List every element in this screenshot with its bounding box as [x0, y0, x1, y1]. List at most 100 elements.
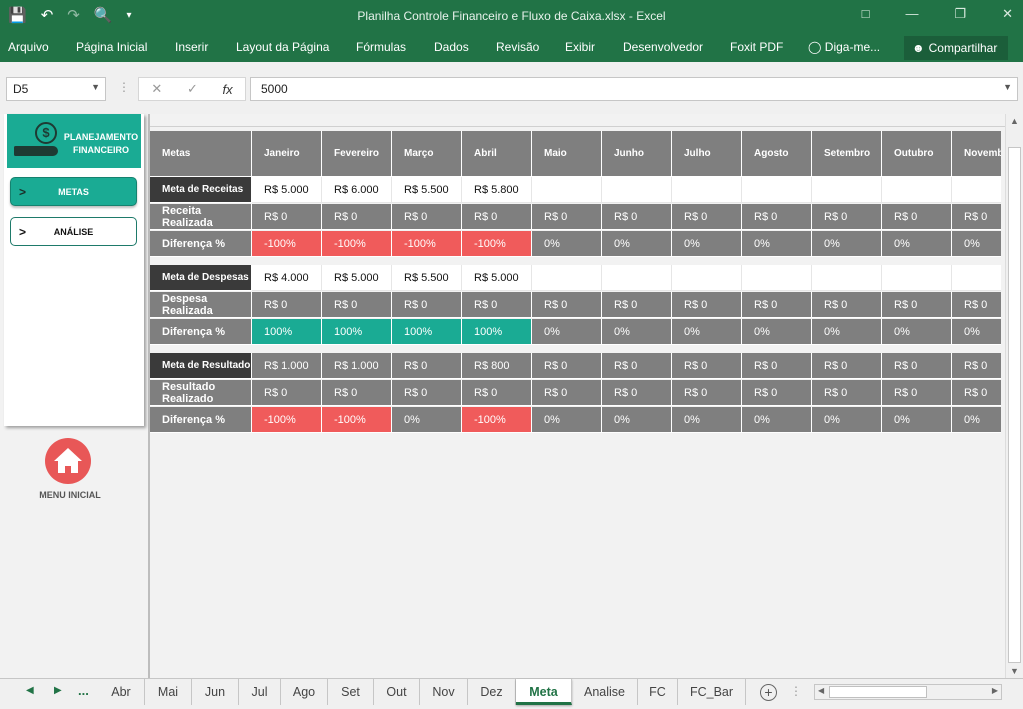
value-cell[interactable]: R$ 0 — [882, 292, 952, 318]
value-cell[interactable]: R$ 0 — [882, 353, 952, 379]
value-cell[interactable]: 0% — [602, 407, 672, 433]
redo-icon[interactable]: ↷ — [67, 7, 80, 24]
print-preview-icon[interactable]: 🔍 — [93, 7, 113, 24]
value-cell[interactable]: R$ 0 — [392, 204, 462, 230]
name-box[interactable]: D5 ▼ — [6, 77, 106, 101]
value-cell[interactable]: R$ 0 — [602, 292, 672, 318]
cancel-icon[interactable]: ✕ — [151, 81, 163, 96]
tab-inserir[interactable]: Inserir — [175, 40, 209, 54]
value-cell[interactable]: 100% — [392, 319, 462, 345]
tab-layout[interactable]: Layout da Página — [236, 40, 330, 54]
value-cell[interactable]: R$ 0 — [742, 353, 812, 379]
value-cell[interactable]: R$ 0 — [742, 380, 812, 406]
tab-foxit-pdf[interactable]: Foxit PDF — [730, 40, 784, 54]
scroll-down-icon[interactable]: ▼ — [1010, 666, 1019, 676]
value-cell[interactable]: 0% — [672, 319, 742, 345]
value-cell[interactable]: R$ 0 — [322, 292, 392, 318]
row-label-cell[interactable]: Meta de Receitas — [150, 177, 252, 203]
value-cell[interactable]: R$ 0 — [602, 204, 672, 230]
value-cell[interactable]: R$ 0 — [392, 380, 462, 406]
value-cell[interactable]: 0% — [882, 407, 952, 433]
value-cell[interactable] — [812, 265, 882, 291]
value-cell[interactable]: R$ 0 — [392, 292, 462, 318]
value-cell[interactable]: R$ 0 — [742, 292, 812, 318]
value-cell[interactable]: R$ 0 — [672, 380, 742, 406]
tab-split-handle-icon[interactable]: ⋮ — [790, 684, 802, 698]
value-cell[interactable] — [952, 265, 1001, 291]
value-cell[interactable]: R$ 0 — [462, 380, 532, 406]
metas-button[interactable]: > METAS — [10, 177, 137, 206]
horizontal-scroll-thumb[interactable] — [829, 686, 927, 698]
value-cell[interactable]: 0% — [742, 231, 812, 257]
value-cell[interactable]: R$ 0 — [462, 292, 532, 318]
value-cell[interactable]: R$ 5.000 — [322, 265, 392, 291]
value-cell[interactable]: R$ 0 — [812, 204, 882, 230]
ribbon-display-icon[interactable]: □ — [861, 6, 870, 21]
value-cell[interactable] — [672, 265, 742, 291]
sheet-tab-jun[interactable]: Jun — [192, 679, 239, 705]
minimize-icon[interactable]: — — [905, 6, 919, 21]
value-cell[interactable]: R$ 4.000 — [252, 265, 322, 291]
tab-revisao[interactable]: Revisão — [496, 40, 540, 54]
value-cell[interactable]: R$ 1.000 — [252, 353, 322, 379]
add-sheet-button[interactable]: + — [760, 684, 777, 701]
header-cell-month[interactable]: Outubro — [882, 131, 952, 177]
value-cell[interactable]: 0% — [812, 319, 882, 345]
close-icon[interactable]: ✕ — [1002, 6, 1013, 21]
vertical-scroll-thumb[interactable] — [1008, 147, 1021, 663]
value-cell[interactable] — [742, 177, 812, 203]
row-label-cell[interactable]: Diferença % — [150, 319, 252, 345]
value-cell[interactable]: R$ 0 — [392, 353, 462, 379]
save-icon[interactable]: 💾 — [8, 7, 27, 24]
tab-dados[interactable]: Dados — [434, 40, 469, 54]
value-cell[interactable]: R$ 5.000 — [462, 265, 532, 291]
value-cell[interactable]: R$ 0 — [532, 204, 602, 230]
sheet-tab-mai[interactable]: Mai — [145, 679, 192, 705]
header-cell-month[interactable]: Novemb — [952, 131, 1001, 177]
chevron-down-icon[interactable]: ▼ — [91, 82, 100, 92]
value-cell[interactable]: 0% — [392, 407, 462, 433]
value-cell[interactable]: R$ 5.500 — [392, 177, 462, 203]
row-label-cell[interactable]: Meta de Despesas — [150, 265, 252, 291]
value-cell[interactable] — [742, 265, 812, 291]
value-cell[interactable] — [672, 177, 742, 203]
value-cell[interactable]: R$ 0 — [672, 353, 742, 379]
value-cell[interactable]: R$ 5.500 — [392, 265, 462, 291]
value-cell[interactable] — [882, 177, 952, 203]
analise-button[interactable]: > ANÁLISE — [10, 217, 137, 246]
scroll-right-icon[interactable]: ▶ — [991, 686, 998, 695]
value-cell[interactable]: R$ 800 — [462, 353, 532, 379]
value-cell[interactable]: 100% — [462, 319, 532, 345]
insert-function-icon[interactable]: fx — [222, 81, 233, 97]
sheet-tab-ago[interactable]: Ago — [281, 679, 328, 705]
prev-sheet-icon[interactable]: ◀ — [26, 685, 34, 696]
value-cell[interactable]: R$ 0 — [322, 204, 392, 230]
value-cell[interactable]: R$ 0 — [462, 204, 532, 230]
row-label-cell[interactable]: Despesa Realizada — [150, 292, 252, 318]
value-cell[interactable]: -100% — [392, 231, 462, 257]
header-cell-month[interactable]: Março — [392, 131, 462, 177]
value-cell[interactable]: 0% — [882, 231, 952, 257]
value-cell[interactable]: R$ 5.000 — [252, 177, 322, 203]
value-cell[interactable]: R$ 0 — [812, 380, 882, 406]
value-cell[interactable]: R$ 0 — [532, 292, 602, 318]
value-cell[interactable]: 0% — [952, 319, 1001, 345]
value-cell[interactable]: R$ 0 — [602, 353, 672, 379]
value-cell[interactable]: 0% — [602, 231, 672, 257]
sheet-tab-nov[interactable]: Nov — [420, 679, 468, 705]
sheet-tab-fc_bar[interactable]: FC_Bar — [678, 679, 746, 705]
sheet-tab-abr[interactable]: Abr — [98, 679, 145, 705]
tab-exibir[interactable]: Exibir — [565, 40, 596, 54]
value-cell[interactable]: R$ 0 — [952, 292, 1001, 318]
more-sheets-icon[interactable]: ... — [78, 683, 89, 698]
value-cell[interactable]: 0% — [532, 231, 602, 257]
header-cell-month[interactable]: Junho — [602, 131, 672, 177]
formula-input[interactable]: 5000 ▼ — [250, 77, 1018, 101]
header-cell-month[interactable]: Janeiro — [252, 131, 322, 177]
value-cell[interactable]: R$ 0 — [322, 380, 392, 406]
header-cell-month[interactable]: Setembro — [812, 131, 882, 177]
scroll-left-icon[interactable]: ◀ — [818, 686, 825, 695]
value-cell[interactable] — [532, 177, 602, 203]
share-button[interactable]: ☻ Compartilhar — [904, 36, 1008, 60]
value-cell[interactable]: 100% — [322, 319, 392, 345]
